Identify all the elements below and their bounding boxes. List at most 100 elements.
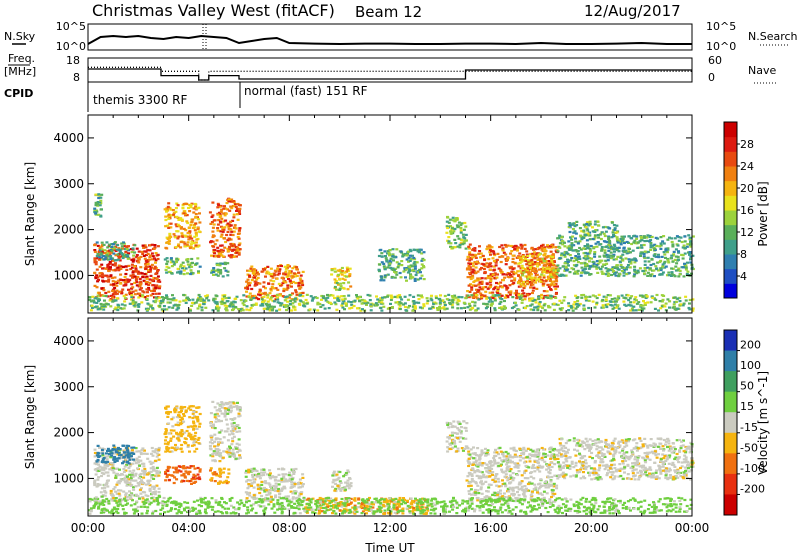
heat-cell <box>112 444 116 447</box>
heat-cell <box>413 261 417 264</box>
heat-cell <box>330 269 334 272</box>
heat-cell <box>628 260 631 263</box>
heat-cell <box>480 281 484 284</box>
heat-cell <box>546 304 550 308</box>
heat-cell <box>151 492 155 495</box>
heat-cell <box>231 429 235 432</box>
heat-cell <box>257 485 261 488</box>
heat-cell <box>480 296 483 299</box>
heat-cell <box>621 239 625 242</box>
heat-cell <box>447 221 451 224</box>
heat-cell <box>689 240 693 243</box>
heat-cell <box>476 277 480 280</box>
heat-cell <box>489 278 493 281</box>
heat-cell <box>121 256 125 260</box>
heat-cell <box>568 254 572 257</box>
heat-cell <box>287 498 291 501</box>
heat-cell <box>139 481 142 484</box>
heat-cell <box>266 300 270 303</box>
heat-cell <box>213 433 217 436</box>
heat-cell <box>181 235 185 238</box>
heat-cell <box>121 462 124 465</box>
heat-cell <box>140 301 144 304</box>
heat-cell <box>316 303 320 306</box>
heat-cell <box>639 254 642 257</box>
heat-cell <box>348 273 352 276</box>
heat-cell <box>220 254 224 257</box>
heat-cell <box>583 271 587 274</box>
heat-cell <box>486 265 490 269</box>
heat-cell <box>595 245 599 248</box>
heat-cell <box>246 285 249 288</box>
heat-cell <box>421 257 425 260</box>
heat-cell <box>95 454 99 457</box>
heat-cell <box>630 295 634 298</box>
heat-cell <box>167 226 171 229</box>
heat-cell <box>670 237 674 240</box>
heat-cell <box>266 490 270 493</box>
heat-cell <box>505 295 509 298</box>
heat-cell <box>586 255 590 258</box>
heat-cell <box>521 254 525 257</box>
heat-cell <box>113 241 117 244</box>
heat-cell <box>492 250 496 253</box>
heat-cell <box>484 290 488 293</box>
heat-cell <box>514 304 518 307</box>
heat-cell <box>228 433 231 436</box>
heat-cell <box>217 306 221 309</box>
heat-cell <box>99 468 103 471</box>
heat-cell <box>120 303 124 306</box>
heat-cell <box>136 272 140 275</box>
heat-cell <box>227 468 231 471</box>
heat-cell <box>402 254 406 257</box>
heat-cell <box>522 267 526 270</box>
heat-cell <box>96 467 100 470</box>
heat-cell <box>165 265 169 268</box>
heat-cell <box>155 277 159 280</box>
heat-cell <box>124 293 128 296</box>
heat-cell <box>93 244 97 247</box>
heat-cell <box>563 245 567 248</box>
heat-cell <box>166 443 170 446</box>
heat-cell <box>100 448 104 451</box>
heat-cell <box>117 480 121 483</box>
heat-cell <box>219 272 223 275</box>
heat-cell <box>567 225 571 229</box>
heat-cell <box>511 296 515 299</box>
heat-cell <box>260 480 264 483</box>
heat-cell <box>394 301 398 304</box>
heat-cell <box>284 281 288 284</box>
heat-cell <box>289 281 293 284</box>
heat-cell <box>652 297 656 300</box>
heat-cell <box>118 494 122 497</box>
heat-cell <box>97 256 101 259</box>
heat-cell <box>155 284 159 287</box>
heat-cell <box>536 305 540 308</box>
heat-cell <box>116 308 120 312</box>
heat-cell <box>152 467 156 470</box>
heat-cell <box>128 473 132 476</box>
heat-cell <box>627 251 631 254</box>
heat-cell <box>487 244 491 247</box>
heat-cell <box>210 221 214 224</box>
heat-cell <box>642 300 645 303</box>
heat-cell <box>101 250 104 253</box>
heat-cell <box>600 249 604 252</box>
heat-cell <box>268 469 272 472</box>
heat-cell <box>601 304 605 307</box>
heat-cell <box>528 262 532 265</box>
heat-cell <box>102 294 106 297</box>
heat-cell <box>576 242 580 245</box>
heat-cell <box>677 250 680 253</box>
heat-cell <box>447 298 451 301</box>
heat-cell <box>204 306 208 309</box>
heat-cell <box>119 273 123 276</box>
heat-cell <box>609 300 613 303</box>
heat-cell <box>148 249 152 252</box>
heat-cell <box>361 308 364 311</box>
heat-cell <box>215 263 219 267</box>
heat-cell <box>170 272 174 275</box>
heat-cell <box>130 479 133 482</box>
heat-cell <box>222 295 226 298</box>
heat-cell <box>341 277 345 280</box>
